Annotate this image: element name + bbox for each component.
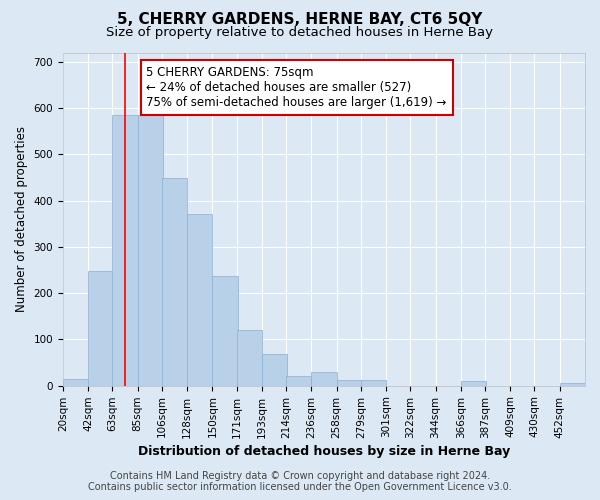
Bar [262,354,287,386]
Bar [361,380,386,386]
Bar [337,380,362,386]
Bar [88,271,113,386]
Bar [112,115,137,386]
Bar [212,276,238,386]
X-axis label: Distribution of detached houses by size in Herne Bay: Distribution of detached houses by size … [138,444,510,458]
Bar [236,330,262,386]
Bar [311,372,337,386]
Bar [137,115,163,386]
Text: Contains HM Land Registry data © Crown copyright and database right 2024.
Contai: Contains HM Land Registry data © Crown c… [88,471,512,492]
Text: Size of property relative to detached houses in Herne Bay: Size of property relative to detached ho… [107,26,493,39]
Bar [461,381,486,386]
Bar [187,214,212,386]
Y-axis label: Number of detached properties: Number of detached properties [15,126,28,312]
Text: 5, CHERRY GARDENS, HERNE BAY, CT6 5QY: 5, CHERRY GARDENS, HERNE BAY, CT6 5QY [118,12,482,28]
Bar [63,379,88,386]
Text: 5 CHERRY GARDENS: 75sqm
← 24% of detached houses are smaller (527)
75% of semi-d: 5 CHERRY GARDENS: 75sqm ← 24% of detache… [146,66,447,109]
Bar [286,376,311,386]
Bar [162,178,187,386]
Bar [560,384,585,386]
